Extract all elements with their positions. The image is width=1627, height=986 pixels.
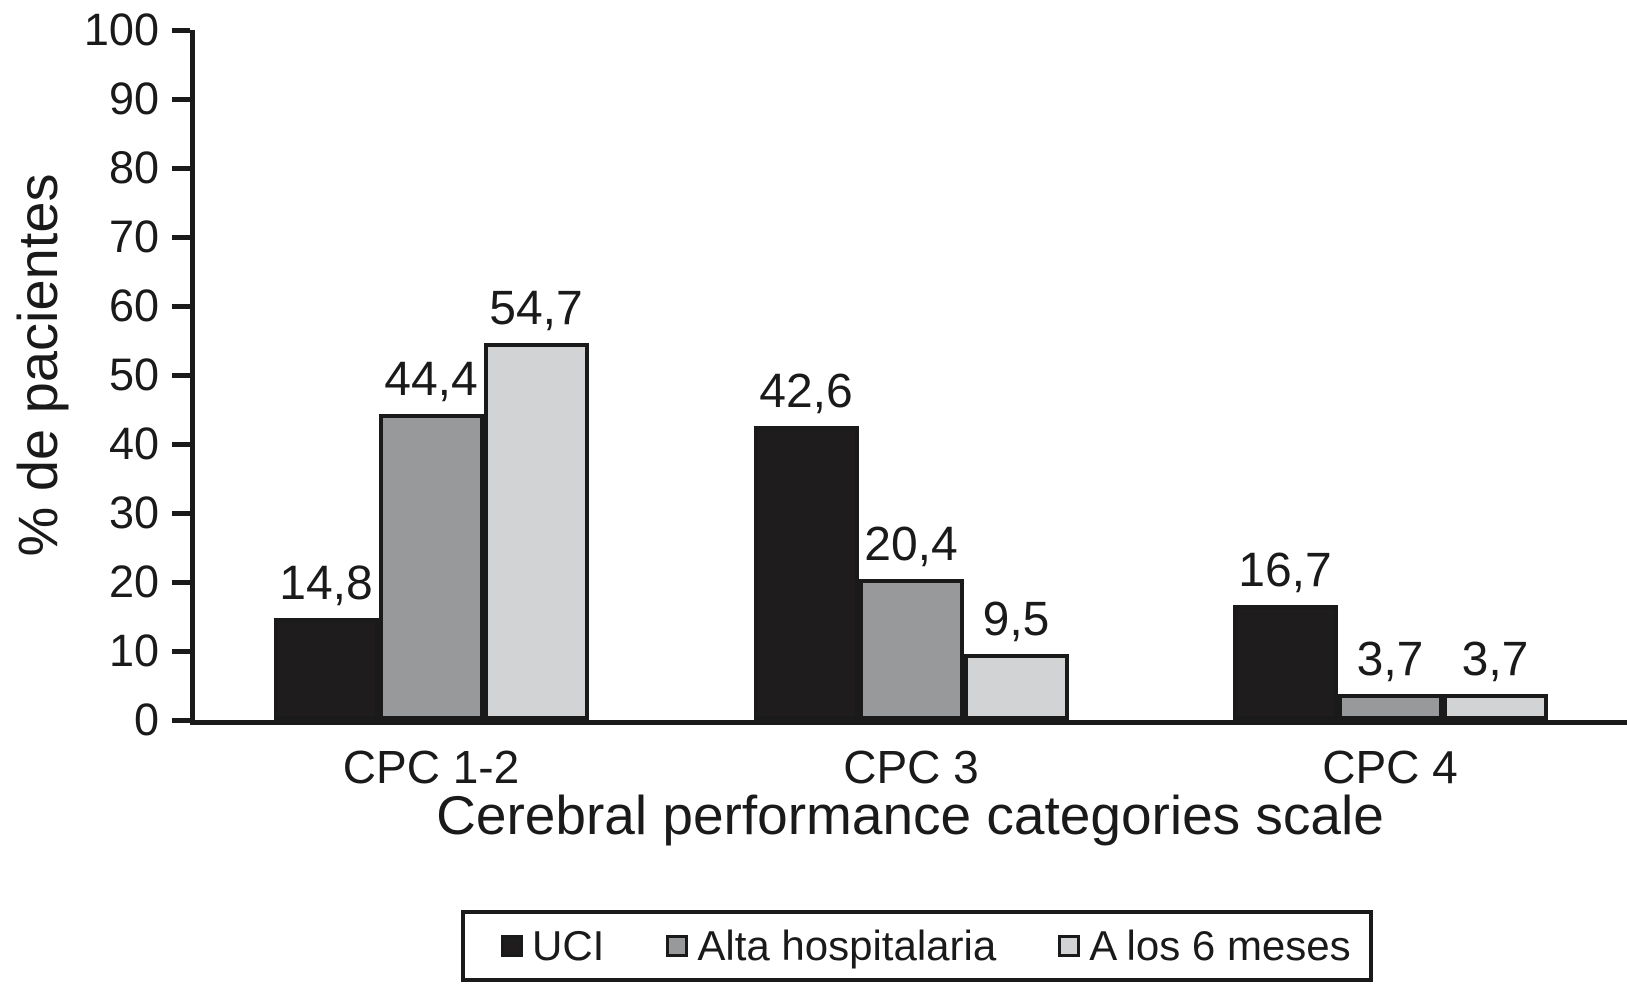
- legend-item-uci: UCI: [501, 925, 604, 967]
- y-tick-label: 10: [108, 625, 159, 676]
- category-label: CPC 4: [1322, 741, 1458, 793]
- bar-a-los-6-meses: [483, 342, 589, 720]
- legend-swatch-icon: [501, 935, 523, 957]
- y-tick-label: 90: [108, 73, 159, 124]
- y-tick-mark: [172, 717, 190, 723]
- legend-label: Alta hospitalaria: [697, 922, 997, 969]
- bar-value-label: 42,6: [759, 365, 853, 419]
- y-tick-label: 30: [108, 487, 159, 538]
- category-label: CPC 3: [843, 741, 979, 793]
- bar-value-label: 3,7: [1461, 633, 1529, 687]
- y-tick-mark: [172, 165, 190, 171]
- y-tick-label: 80: [108, 142, 159, 193]
- legend: UCI Alta hospitalaria A los 6 meses: [461, 910, 1373, 982]
- y-tick-mark: [172, 96, 190, 102]
- y-tick-label: 50: [108, 349, 159, 400]
- bar-value-label: 44,4: [384, 352, 478, 406]
- bar-alta-hospitalaria: [858, 579, 964, 720]
- y-tick-label: 60: [108, 280, 159, 331]
- y-tick-mark: [172, 510, 190, 516]
- bar-value-label: 54,7: [489, 281, 583, 335]
- bar-value-label: 20,4: [864, 518, 958, 572]
- y-tick-label: 0: [133, 694, 159, 745]
- y-tick-mark: [172, 27, 190, 33]
- bar-value-label: 3,7: [1356, 633, 1424, 687]
- plot-area: 0 10 20 30 40 50 60 70 80 90 100 CPC 1-2 14,8 44,4 54,…: [84, 7, 1627, 790]
- y-tick-mark: [172, 648, 190, 654]
- y-tick-mark: [172, 579, 190, 585]
- legend-label: UCI: [532, 922, 605, 969]
- category-label: CPC 1-2: [342, 741, 520, 793]
- bar-a-los-6-meses: [963, 654, 1069, 720]
- y-tick-mark: [172, 372, 190, 378]
- legend-item-a-los-6-meses: A los 6 meses: [1058, 922, 1351, 969]
- legend-swatch-icon: [666, 935, 689, 957]
- y-tick-label: 70: [108, 211, 159, 262]
- bar-alta-hospitalaria: [1337, 694, 1443, 720]
- bar-value-label: 14,8: [279, 556, 373, 610]
- y-tick-label: 20: [108, 556, 159, 607]
- x-axis-title: Cerebral performance categories scale: [436, 784, 1384, 846]
- bar-uci: [1232, 604, 1338, 720]
- bar-value-label: 9,5: [982, 593, 1050, 647]
- legend-label: A los 6 meses: [1089, 922, 1351, 969]
- y-tick-mark: [172, 303, 190, 309]
- legend-swatch-icon: [1058, 935, 1081, 957]
- bar-a-los-6-meses: [1442, 694, 1548, 720]
- y-tick-mark: [172, 441, 190, 447]
- y-tick-label: 40: [108, 418, 159, 469]
- y-tick-mark: [172, 234, 190, 240]
- x-axis-line: [190, 720, 1627, 725]
- legend-item-alta-hospitalaria: Alta hospitalaria: [666, 925, 996, 967]
- bar-uci: [273, 617, 379, 720]
- bar-uci: [753, 426, 859, 720]
- y-tick-label: 100: [83, 4, 159, 55]
- bar-alta-hospitalaria: [378, 413, 484, 720]
- bar-value-label: 16,7: [1238, 543, 1332, 597]
